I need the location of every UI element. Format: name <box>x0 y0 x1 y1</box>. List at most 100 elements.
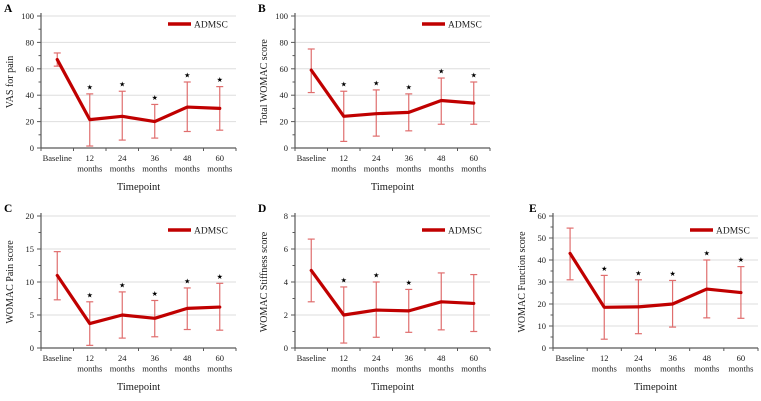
significance-star: ★ <box>601 265 607 273</box>
x-tick-label: months <box>461 364 486 374</box>
x-tick-label: 24 <box>118 353 127 363</box>
x-axis-title: Timepoint <box>371 382 414 393</box>
x-tick-label: months <box>77 164 102 174</box>
panel-letter: A <box>4 3 13 15</box>
significance-star: ★ <box>669 270 675 278</box>
y-tick-label: 40 <box>280 90 289 100</box>
legend-label: ADMSC <box>448 227 482 237</box>
x-tick-label: 36 <box>405 353 414 363</box>
series-line-admsc <box>309 268 476 317</box>
significance-star: ★ <box>87 83 93 91</box>
y-tick-label: 0 <box>284 143 288 153</box>
significance-star: ★ <box>635 269 641 277</box>
y-axis-title: WOMAC Pain score <box>5 240 16 324</box>
significance-star: ★ <box>152 290 158 298</box>
y-tick-label: 2 <box>284 310 288 320</box>
x-tick-label: 12 <box>86 153 95 163</box>
x-tick-label: Baseline <box>555 353 584 363</box>
panel-letter: C <box>4 203 12 215</box>
y-tick-label: 60 <box>538 211 547 221</box>
significance-star: ★ <box>704 250 710 258</box>
x-tick-label: 12 <box>340 153 349 163</box>
significance-star: ★ <box>406 279 412 287</box>
x-tick-label: months <box>364 364 389 374</box>
x-tick-label: months <box>626 364 651 374</box>
significance-star: ★ <box>119 81 125 89</box>
x-tick-label: 36 <box>151 153 160 163</box>
x-tick-label: Baseline <box>297 153 326 163</box>
x-tick-label: Baseline <box>297 353 326 363</box>
y-tick-label: 100 <box>21 11 34 21</box>
x-axis-title: Timepoint <box>371 182 414 193</box>
significance-star: ★ <box>373 79 379 87</box>
legend-label: ADMSC <box>194 227 228 237</box>
x-tick-label: 60 <box>216 353 225 363</box>
panel-b: 0 20 40 60 80 100 Baseline 12 months 24 months 36 mo… <box>254 0 508 200</box>
y-tick-label: 60 <box>280 64 289 74</box>
x-tick-label: months <box>728 364 753 374</box>
significance-star: ★ <box>738 256 744 264</box>
significance-star: ★ <box>119 281 125 289</box>
significance-star: ★ <box>217 273 223 281</box>
series-line-admsc <box>55 273 222 326</box>
x-tick-label: 24 <box>372 153 381 163</box>
x-tick-label: months <box>331 364 356 374</box>
significance-star: ★ <box>406 83 412 91</box>
panel-letter: B <box>258 3 266 15</box>
x-tick-label: months <box>331 164 356 174</box>
y-tick-label: 20 <box>26 211 35 221</box>
x-tick-label: 24 <box>634 353 643 363</box>
x-tick-label: 48 <box>183 153 192 163</box>
y-axis-title: VAS for pain <box>5 56 16 109</box>
x-tick-label: months <box>207 364 232 374</box>
significance-star: ★ <box>341 276 347 284</box>
y-tick-label: 40 <box>538 255 547 265</box>
y-tick-label: 10 <box>26 277 35 287</box>
y-tick-label: 5 <box>30 310 34 320</box>
significance-star: ★ <box>152 94 158 102</box>
y-axis-title: WOMAC Stiffness score <box>259 231 270 332</box>
x-tick-label: 48 <box>437 353 446 363</box>
y-tick-label: 20 <box>26 117 35 127</box>
x-tick-label: 48 <box>437 153 446 163</box>
x-tick-label: 60 <box>470 153 479 163</box>
y-tick-label: 40 <box>26 90 35 100</box>
x-tick-label: 36 <box>668 353 677 363</box>
x-tick-label: months <box>396 164 421 174</box>
x-tick-label: months <box>461 164 486 174</box>
x-tick-label: 12 <box>600 353 609 363</box>
panel-c: 0 5 10 15 20 Baseline 12 months 24 months 36 months… <box>0 200 254 401</box>
series-line-admsc <box>55 57 222 124</box>
x-tick-label: months <box>660 364 685 374</box>
x-tick-label: months <box>364 164 389 174</box>
x-tick-label: 12 <box>86 353 95 363</box>
y-tick-label: 100 <box>275 11 288 21</box>
y-axis-title: WOMAC Function score <box>517 231 528 333</box>
significance-star: ★ <box>184 72 190 80</box>
y-tick-label: 0 <box>542 343 546 353</box>
significance-star: ★ <box>87 291 93 299</box>
x-tick-label: months <box>694 364 719 374</box>
y-tick-label: 0 <box>30 143 34 153</box>
x-tick-label: months <box>429 164 454 174</box>
x-axis-title: Timepoint <box>634 382 677 393</box>
y-axis-title: Total WOMAC score <box>259 39 270 125</box>
x-tick-label: 24 <box>118 153 127 163</box>
y-tick-label: 60 <box>26 64 35 74</box>
y-tick-label: 20 <box>280 117 289 127</box>
x-tick-label: months <box>110 164 135 174</box>
x-tick-label: Baseline <box>43 353 72 363</box>
x-tick-label: months <box>429 364 454 374</box>
panel-a: 0 20 40 60 80 100 Baseline 12 months 24 months 36 mo… <box>0 0 254 200</box>
significance-star: ★ <box>438 68 444 76</box>
x-tick-label: 24 <box>372 353 381 363</box>
y-tick-label: 15 <box>26 244 35 254</box>
y-tick-label: 50 <box>538 233 547 243</box>
x-tick-label: 36 <box>151 353 160 363</box>
significance-star: ★ <box>184 277 190 285</box>
y-tick-label: 8 <box>284 211 288 221</box>
